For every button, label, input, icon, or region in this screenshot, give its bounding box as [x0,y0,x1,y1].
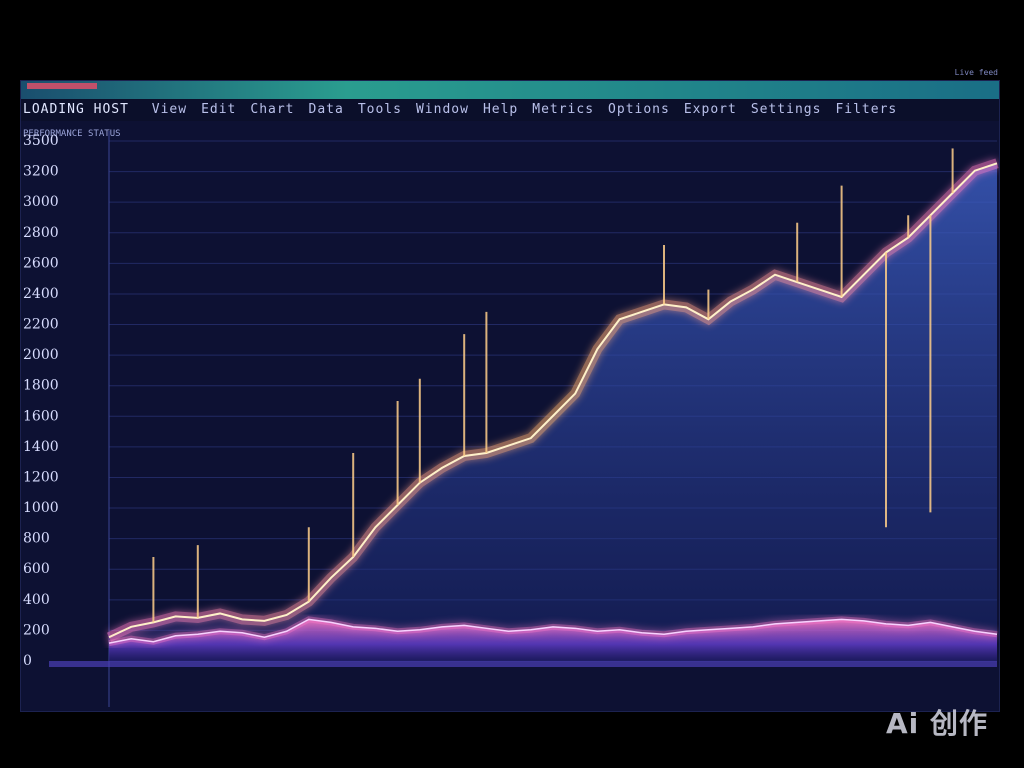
y-tick-label: 2800 [23,225,59,241]
series-2-area [109,619,997,661]
menu-items: View Edit Chart Data Tools Window Help Metrics O… [138,102,897,117]
menu-item-export[interactable]: Export [683,102,737,117]
y-tick-label: 2200 [23,317,59,333]
y-tick-label: 2600 [23,255,59,271]
chart-plot: 3500320030002800260024002200200018001600… [23,131,999,707]
menu-item-tools[interactable]: Tools [357,102,402,117]
live-feed-label: Live feed [954,68,998,77]
menu-item-settings[interactable]: Settings [750,102,822,117]
series-1-line [108,162,998,639]
menu-bar: LOADING HOST View Edit Chart Data Tools Windo… [21,99,999,121]
y-tick-label: 3000 [23,194,59,210]
y-tick-label: 1600 [23,408,59,424]
y-tick-label: 2000 [23,347,59,363]
y-tick-label: 200 [23,622,50,638]
y-tick-label: 600 [23,561,50,577]
y-tick-label: 0 [23,653,32,669]
y-tick-label: 3500 [23,133,59,149]
y-tick-label: 1800 [23,378,59,394]
menu-item-edit[interactable]: Edit [201,102,237,117]
menu-item-view[interactable]: View [151,102,188,117]
y-tick-label: 400 [23,592,50,608]
y-tick-label: 2400 [23,286,59,302]
y-tick-labels: 3500320030002800260024002200200018001600… [23,133,59,669]
ai-watermark: Ai 创作 [885,707,988,740]
y-tick-label: 3200 [23,164,59,180]
menu-item-metrics[interactable]: Metrics [532,102,595,117]
chart-subheader: PERFORMANCE STATUS [23,129,121,139]
menu-item-window[interactable]: Window [415,102,469,117]
title-bar [21,81,999,99]
y-tick-label: 1400 [23,439,59,455]
menu-item-data[interactable]: Data [308,102,344,117]
y-tick-label: 1000 [23,500,59,516]
chart-window: LOADING HOST View Edit Chart Data Tools Windo… [20,80,1000,712]
menu-item-help[interactable]: Help [482,102,519,117]
series-2-line [108,618,998,644]
spikes [152,148,954,623]
menu-item-filters[interactable]: Filters [835,102,898,117]
app-title: LOADING HOST [23,102,129,117]
menu-item-chart[interactable]: Chart [250,102,295,117]
y-tick-label: 800 [23,531,50,547]
title-bar-accent [27,83,97,89]
baseline-band [49,661,997,667]
series-1-area [109,163,997,661]
menu-item-options[interactable]: Options [608,102,670,117]
y-tick-label: 1200 [23,469,59,485]
